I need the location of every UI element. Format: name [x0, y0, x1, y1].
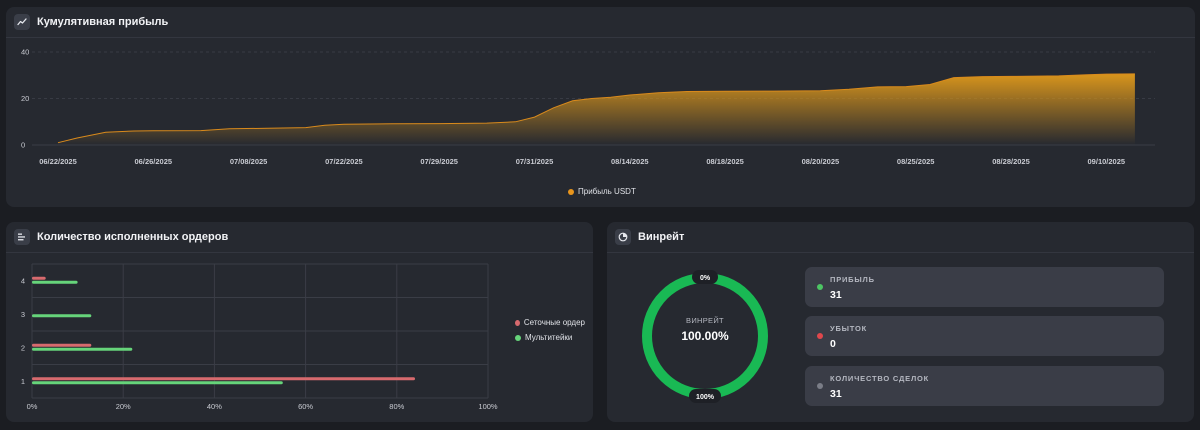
cumulative-profit-chart: 0 20 40 06/22/2025 06/26/2025 07/08/2025 07/22…	[21, 48, 1155, 166]
winrate-panel: Винрейт 0% 100% ВИНРЕЙТ 100.00% ПРИБЫЛЬ …	[607, 222, 1194, 422]
winrate-bottom-label: 100%	[696, 394, 715, 401]
winrate-title: Винрейт	[638, 231, 685, 243]
status-dot	[817, 284, 823, 290]
y-tick-label: 3	[21, 310, 25, 319]
stat-value: 31	[830, 289, 842, 301]
stat-card-trades: КОЛИЧЕСТВО СДЕЛОК 31	[805, 366, 1164, 406]
legend-swatch	[568, 188, 574, 195]
bar	[32, 280, 78, 284]
x-tick-label: 06/22/2025	[39, 157, 77, 166]
bar	[32, 276, 46, 280]
x-tick-label: 08/14/2025	[611, 157, 649, 166]
winrate-center-label: ВИНРЕЙТ	[686, 316, 724, 325]
legend-swatch	[515, 334, 521, 341]
profit-line	[57, 73, 1135, 144]
bar	[32, 381, 283, 385]
legend-label: Мультитейки	[525, 333, 573, 342]
bar	[32, 343, 92, 347]
y-tick-label: 2	[21, 343, 25, 352]
x-tick-label: 09/10/2025	[1088, 157, 1126, 166]
winrate-center-value: 100.00%	[681, 329, 729, 343]
stat-card-profit: ПРИБЫЛЬ 31	[805, 267, 1164, 307]
y-tick-label: 4	[21, 276, 25, 285]
cumulative-legend[interactable]: Прибыль USDT	[568, 187, 636, 196]
stat-label: КОЛИЧЕСТВО СДЕЛОК	[830, 374, 930, 383]
status-dot	[817, 333, 823, 339]
orders-legend-item-multitake[interactable]: Мультитейки	[515, 333, 572, 342]
winrate-bottom-pill	[689, 389, 721, 403]
executed-orders-header: Количество исполненных ордеров	[6, 222, 593, 253]
stat-value: 0	[830, 338, 836, 350]
x-tick-label: 60%	[298, 402, 313, 411]
cumulative-profit-panel: Кумулятивная прибыль 0 20 40 06/22/2025 06/2…	[6, 7, 1195, 207]
x-tick-label: 07/29/2025	[420, 157, 458, 166]
y-tick-label: 1	[21, 377, 25, 386]
cumulative-profit-title: Кумулятивная прибыль	[37, 16, 169, 28]
bar	[32, 347, 133, 351]
bar	[32, 314, 92, 318]
winrate-top-label: 0%	[700, 275, 711, 282]
trend-line-icon	[14, 14, 30, 30]
legend-label: Прибыль USDT	[578, 187, 636, 196]
x-tick-label: 40%	[207, 402, 222, 411]
pie-chart-icon	[615, 229, 631, 245]
x-tick-label: 0%	[27, 402, 38, 411]
stat-value: 31	[830, 388, 842, 400]
bar-list-icon	[14, 229, 30, 245]
stat-label: ПРИБЫЛЬ	[830, 275, 875, 284]
x-tick-label: 20%	[116, 402, 131, 411]
y-tick-label: 0	[21, 141, 25, 150]
x-tick-label: 08/18/2025	[706, 157, 744, 166]
x-tick-label: 07/08/2025	[230, 157, 268, 166]
x-tick-label: 08/28/2025	[992, 157, 1030, 166]
legend-label: Сеточные ордер	[523, 318, 585, 327]
profit-area	[58, 73, 1135, 145]
orders-legend-item-grid[interactable]: Сеточные ордер	[515, 318, 585, 327]
x-tick-label: 80%	[389, 402, 404, 411]
y-tick-label: 20	[21, 94, 29, 103]
x-tick-label: 07/22/2025	[325, 157, 363, 166]
x-tick-label: 08/20/2025	[802, 157, 840, 166]
winrate-top-pill	[692, 270, 718, 284]
executed-orders-panel: Количество исполненных ордеров 0% 20% 40% 6…	[6, 222, 593, 422]
winrate-donut: 0% 100% ВИНРЕЙТ 100.00%	[642, 270, 768, 403]
bar	[32, 377, 415, 381]
x-tick-label: 08/25/2025	[897, 157, 935, 166]
stat-card-loss: УБЫТОК 0	[805, 316, 1164, 356]
x-tick-label: 100%	[478, 402, 498, 411]
winrate-header: Винрейт	[607, 222, 1194, 253]
y-tick-label: 40	[21, 48, 29, 57]
x-tick-label: 07/31/2025	[516, 157, 554, 166]
x-tick-label: 06/26/2025	[135, 157, 173, 166]
executed-orders-title: Количество исполненных ордеров	[37, 231, 229, 243]
status-dot	[817, 383, 823, 389]
legend-swatch	[515, 319, 520, 326]
executed-orders-chart: 0% 20% 40% 60% 80% 100% 4 3 2 1	[21, 263, 498, 411]
cumulative-profit-header: Кумулятивная прибыль	[6, 7, 1195, 38]
stat-label: УБЫТОК	[830, 324, 868, 333]
